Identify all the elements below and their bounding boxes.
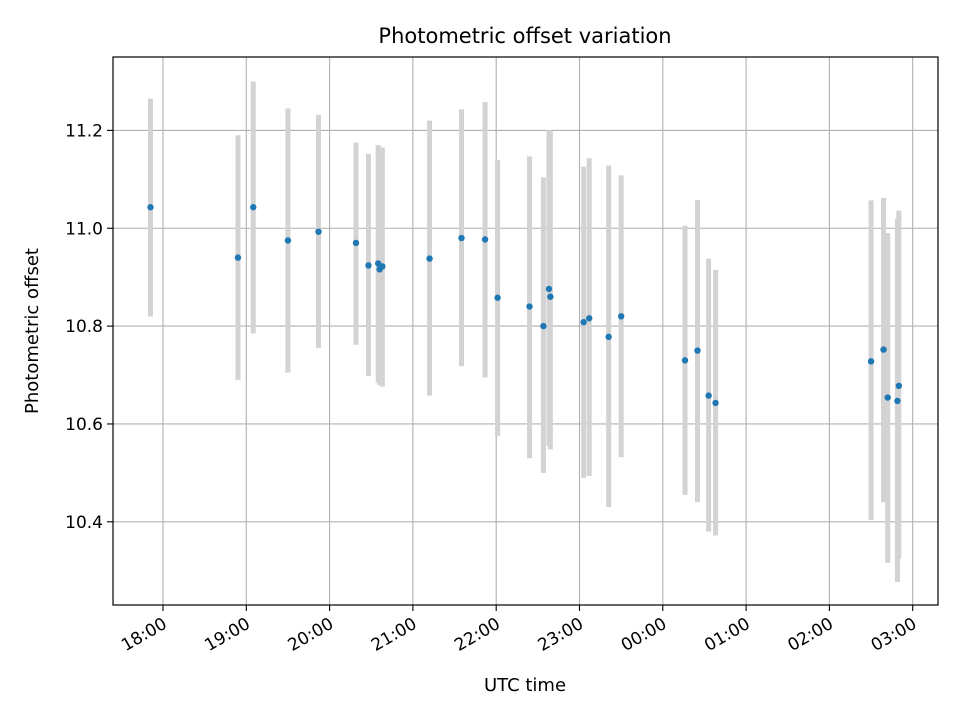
y-tick-label: 10.4 [65, 513, 103, 533]
y-axis-ticks: 10.4 10.6 10.8 11.0 11.2 [65, 121, 113, 533]
data-point [426, 255, 433, 262]
plot-frame [112, 56, 939, 606]
data-point [605, 333, 612, 341]
data-point [884, 394, 891, 401]
data-point [894, 397, 901, 405]
data-point [545, 285, 553, 293]
data-point [365, 262, 372, 269]
data-point [712, 399, 719, 407]
data-point [705, 392, 712, 399]
y-tick-label: 10.6 [65, 415, 103, 435]
data-point [694, 347, 701, 354]
y-tick-label: 10.8 [65, 317, 103, 337]
data-point [458, 234, 465, 242]
data-point [234, 254, 242, 261]
data-point [880, 346, 887, 353]
x-axis-label: UTC time [484, 675, 566, 696]
y-tick-label: 11.0 [65, 219, 103, 239]
data-point [147, 204, 154, 211]
data-point [867, 358, 875, 365]
data-point [494, 294, 501, 301]
data-point [895, 382, 903, 389]
data-point [617, 313, 625, 320]
y-tick-label: 11.2 [65, 121, 103, 141]
data-point [547, 293, 554, 300]
data-point [250, 204, 257, 211]
chart-title: Photometric offset variation [378, 24, 671, 48]
data-point [284, 237, 292, 244]
data-points [147, 204, 903, 407]
y-axis-label: Photometric offset [22, 248, 43, 414]
data-point [526, 303, 533, 310]
data-point [540, 322, 547, 330]
data-point [315, 228, 322, 235]
data-point [586, 315, 593, 322]
data-point [580, 318, 587, 326]
data-point [379, 263, 386, 270]
data-point [481, 236, 489, 243]
data-point [352, 239, 360, 247]
data-point [681, 357, 689, 364]
